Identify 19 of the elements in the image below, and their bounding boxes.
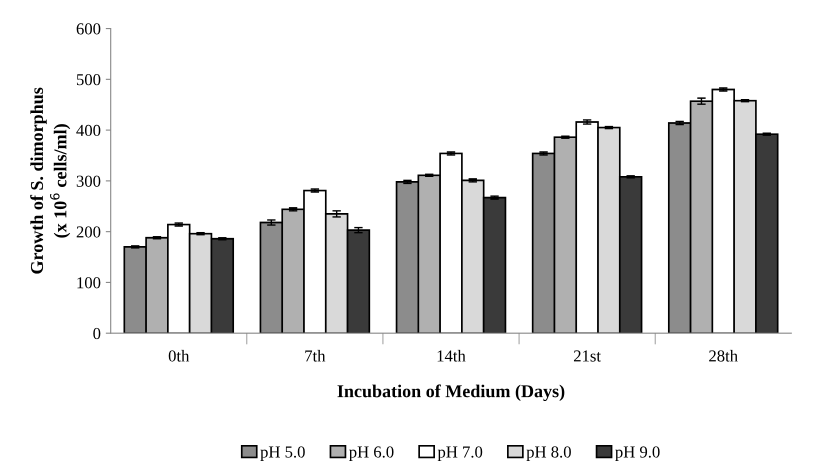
y-tick-label: 400 [76, 124, 100, 136]
legend-label: pH 9.0 [615, 446, 660, 461]
x-tick-label: 7th [305, 350, 326, 362]
y-tick-label: 300 [76, 176, 100, 187]
x-tick-label: 21st [574, 350, 601, 362]
y-tick-label: 100 [77, 277, 100, 288]
y-tick-label: 200 [76, 226, 100, 238]
legend-label: pH 7.0 [438, 446, 482, 461]
legend-label: pH 6.0 [349, 446, 394, 461]
x-axis-title: Incubation of Medium (Days) [338, 384, 564, 402]
legend-label: pH 5.0 [260, 446, 305, 461]
x-tick-label: 28th [709, 350, 738, 362]
x-tick-label: 0th [168, 350, 190, 362]
x-tick-label: 14th [438, 350, 466, 362]
y-tick-label: 500 [76, 74, 100, 86]
legend-label: pH 8.0 [526, 446, 571, 461]
y-tick-label: 600 [76, 23, 100, 35]
y-axis-title: Growth of S. dimorphus (x 10$^{6}$ cells/ml) [30, 88, 70, 274]
y-tick-label: 0 [93, 328, 100, 340]
